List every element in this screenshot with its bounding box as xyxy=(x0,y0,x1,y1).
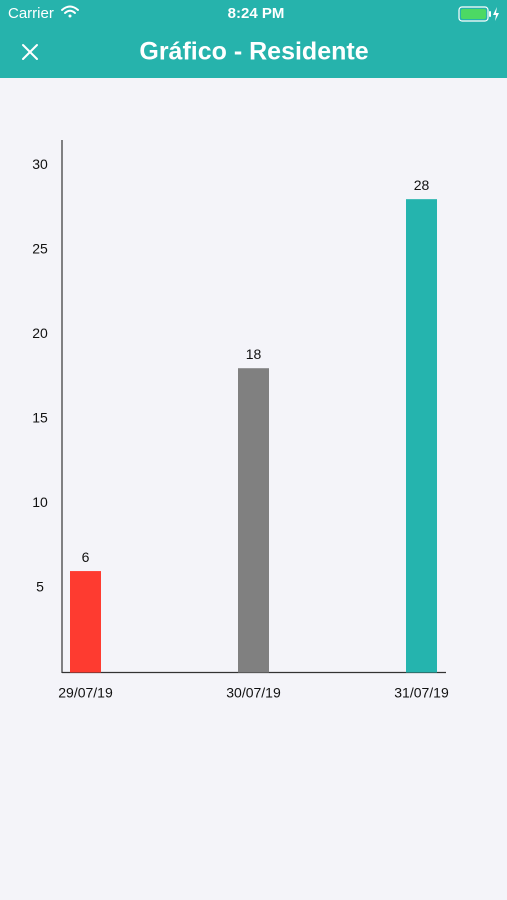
bar xyxy=(406,199,437,673)
header-title: Gráfico - Residente xyxy=(139,38,368,66)
y-tick-label: 5 xyxy=(36,579,44,595)
x-tick-label: 31/07/19 xyxy=(394,685,449,701)
x-tick-label: 29/07/19 xyxy=(58,685,113,701)
y-tick-label: 20 xyxy=(32,325,48,341)
header-background xyxy=(0,0,507,78)
value-label: 6 xyxy=(82,549,90,565)
wifi-icon xyxy=(61,5,79,18)
y-tick-label: 10 xyxy=(32,494,48,510)
y-tick-label: 15 xyxy=(32,410,48,426)
value-label: 18 xyxy=(246,346,262,362)
carrier: Carrier xyxy=(8,5,54,22)
battery-icon xyxy=(458,6,499,22)
y-tick-label: 30 xyxy=(32,156,48,172)
x-tick-label: 30/07/19 xyxy=(226,685,281,701)
close-button[interactable] xyxy=(22,44,38,60)
bar xyxy=(70,571,101,673)
y-tick-label: 25 xyxy=(32,241,48,257)
clock: 8:24 PM xyxy=(228,5,285,22)
bar xyxy=(238,368,269,673)
value-label: 28 xyxy=(414,177,430,193)
